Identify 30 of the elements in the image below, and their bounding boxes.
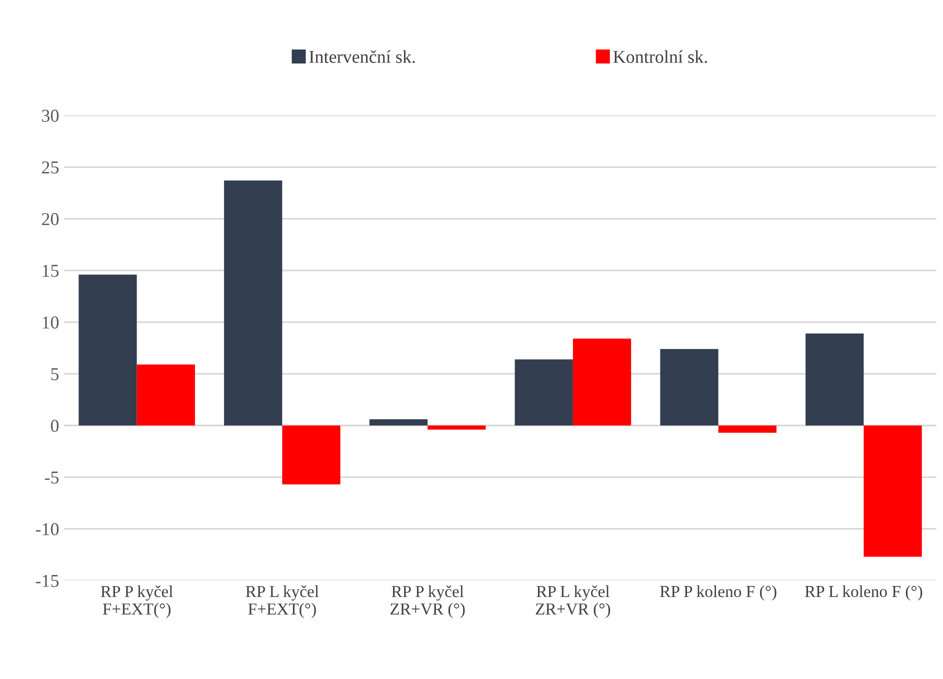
- bar: [428, 426, 486, 430]
- x-tick-label: RP L kyčel ZR+VR (°): [536, 585, 610, 618]
- x-tick-label: RP P koleno F (°): [660, 585, 776, 601]
- y-tick-label: 5: [51, 368, 59, 380]
- bar: [224, 180, 282, 426]
- bar: [864, 426, 922, 557]
- y-tick-label: -15: [36, 574, 59, 587]
- bar: [78, 274, 137, 426]
- legend-label: Kontrolní sk.: [613, 50, 707, 64]
- y-tick-label: 0: [50, 420, 59, 432]
- y-tick-label: 30: [42, 110, 59, 122]
- y-tick-label: -10: [36, 523, 59, 536]
- y-tick-label: 25: [42, 161, 59, 174]
- bar: [718, 426, 776, 433]
- bar: [806, 334, 864, 426]
- x-tick-label: RP L koleno F (°): [805, 585, 922, 601]
- bar: [660, 349, 718, 426]
- bar: [514, 359, 573, 426]
- y-tick-label: -5: [44, 472, 59, 484]
- bar: [369, 419, 428, 426]
- y-tick-label: 20: [42, 213, 59, 226]
- x-tick-label: RP L kyčel F+EXT(°): [246, 585, 319, 618]
- y-tick-label: 15: [42, 264, 59, 277]
- y-tick-label: 10: [42, 316, 59, 329]
- bar: [136, 364, 195, 426]
- bar: [572, 338, 632, 426]
- x-tick-label: RP P kyčel F+EXT(°): [100, 585, 173, 618]
- legend-label: Intervenční sk.: [309, 50, 415, 64]
- x-tick-label: RP P kyčel ZR+VR (°): [390, 585, 465, 618]
- bar: [282, 426, 340, 484]
